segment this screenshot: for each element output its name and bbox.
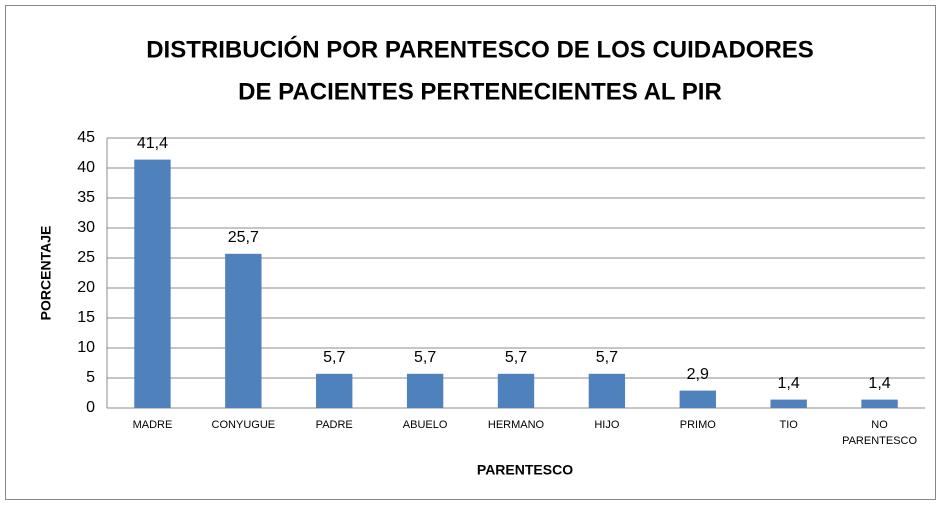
bar [225, 253, 262, 408]
x-tick-label: PADRE [316, 419, 353, 431]
bar [316, 373, 353, 408]
y-axis-title: PORCENTAJE [38, 226, 54, 321]
y-tick-label: 35 [77, 189, 95, 206]
y-tick-label: 5 [86, 369, 95, 386]
y-tick-label: 0 [86, 399, 95, 416]
chart-title: DISTRIBUCIÓN POR PARENTESCO DE LOS CUIDA… [146, 35, 814, 63]
data-label: 2,9 [687, 366, 709, 383]
x-tick-label: MADRE [133, 419, 173, 431]
x-tick-label: CONYUGUE [212, 419, 276, 431]
data-label: 41,4 [137, 135, 168, 152]
bar [861, 399, 898, 408]
data-label: 5,7 [323, 349, 345, 366]
data-label: 25,7 [228, 229, 259, 246]
x-tick-label: TIO [779, 419, 798, 431]
x-tick-label: HERMANO [488, 419, 545, 431]
y-tick-label: 25 [77, 249, 95, 266]
y-tick-label: 40 [77, 159, 95, 176]
bar [497, 373, 535, 408]
bar [134, 159, 171, 408]
y-tick-label: 15 [77, 309, 95, 326]
x-axis-title: PARENTESCO [477, 462, 573, 478]
y-tick-label: 45 [77, 129, 95, 146]
y-tick-label: 10 [77, 339, 95, 356]
data-label: 1,4 [778, 375, 800, 392]
y-tick-label: 30 [77, 219, 95, 236]
bar [406, 373, 444, 408]
bar [588, 373, 626, 408]
x-tick-label: HIJO [594, 419, 620, 431]
y-tick-label: 20 [77, 279, 95, 296]
data-label: 5,7 [414, 349, 436, 366]
x-tick-label: ABUELO [403, 419, 448, 431]
data-label: 5,7 [505, 349, 527, 366]
x-tick-label: PRIMO [680, 419, 717, 431]
data-label: 1,4 [868, 375, 890, 392]
bar [770, 399, 807, 408]
chart-title: DE PACIENTES PERTENECIENTES AL PIR [238, 78, 722, 105]
x-tick-label: NO PARENTESCO [842, 419, 917, 447]
bar [679, 390, 716, 408]
data-label: 5,7 [596, 349, 618, 366]
